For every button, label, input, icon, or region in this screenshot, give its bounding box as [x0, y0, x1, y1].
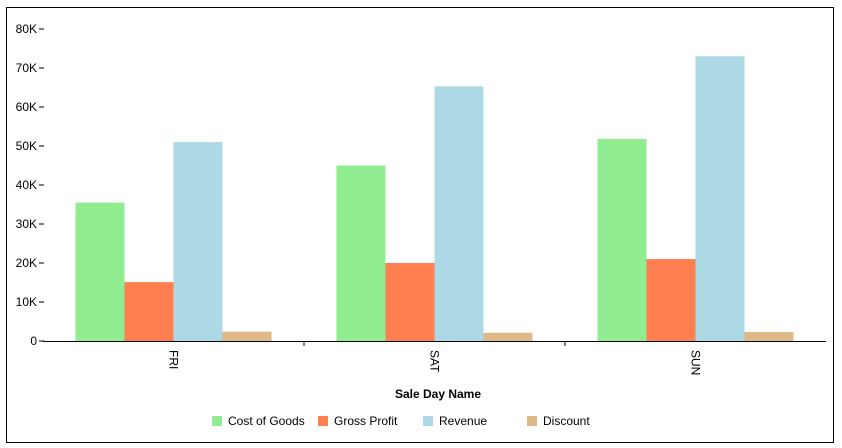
bar-gross-profit: [124, 282, 174, 341]
legend-item: Discount: [527, 412, 590, 430]
legend-label: Discount: [543, 414, 590, 428]
legend-label: Gross Profit: [334, 414, 398, 428]
bar-gross-profit: [646, 259, 696, 341]
legend-label: Cost of Goods: [228, 414, 305, 428]
bar-cost-of-goods: [336, 165, 386, 341]
y-tick-label: 50K: [16, 139, 37, 153]
y-tick-label: 0: [30, 334, 37, 348]
legend-label: Revenue: [439, 414, 488, 428]
bar-revenue: [173, 142, 223, 341]
x-tick-label: SAT: [428, 350, 442, 373]
legend-item: Revenue: [423, 412, 487, 430]
legend-swatch: [318, 416, 328, 426]
bar-discount: [483, 332, 533, 341]
y-tick-label: 70K: [16, 61, 37, 75]
bar-cost-of-goods: [75, 202, 125, 341]
y-tick-label: 10K: [16, 295, 37, 309]
axes: 0 10K 20K 30K 40K 50K 60K 70K 80K FRI SAT SUN: [16, 22, 826, 375]
bar-gross-profit: [385, 263, 435, 341]
bar-revenue: [695, 56, 745, 342]
y-tick-label: 30K: [16, 217, 37, 231]
bar-revenue: [434, 86, 484, 341]
bar-discount: [222, 331, 272, 341]
y-tick-label: 60K: [16, 100, 37, 114]
legend: Cost of Goods Gross Profit Revenue Discount: [0, 412, 842, 430]
legend-swatch: [212, 416, 222, 426]
y-tick-label: 20K: [16, 256, 37, 270]
legend-item: Gross Profit: [318, 412, 397, 430]
bar-discount: [744, 332, 794, 341]
legend-item: Cost of Goods: [212, 412, 305, 430]
bars: [75, 56, 794, 342]
y-tick-label: 40K: [16, 178, 37, 192]
bar-cost-of-goods: [597, 138, 647, 341]
x-tick-label: SUN: [689, 350, 703, 375]
legend-swatch: [527, 416, 537, 426]
x-tick-label: FRI: [167, 350, 181, 369]
legend-swatch: [423, 416, 433, 426]
x-axis-label: Sale Day Name: [395, 387, 481, 401]
y-tick-label: 80K: [16, 22, 37, 36]
